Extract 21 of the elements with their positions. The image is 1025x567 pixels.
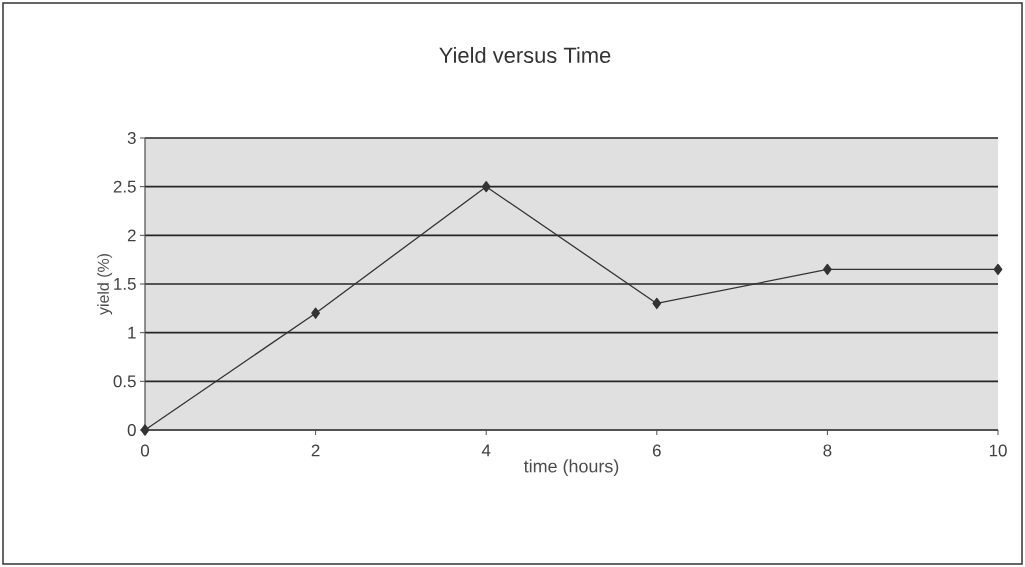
x-tick-label: 4	[481, 444, 491, 457]
x-tick-label: 8	[823, 444, 832, 457]
point	[652, 297, 662, 310]
x-tick-label: 0	[140, 444, 150, 457]
y-axis-title: yield (%)	[97, 254, 113, 315]
x-tick-label: 6	[652, 444, 661, 457]
y-tick-label: 2.5	[113, 180, 136, 193]
point	[481, 181, 491, 193]
x-tick-label: 10	[989, 444, 1007, 457]
y-tick-label: 0	[127, 424, 136, 436]
y-tick-label: 2	[127, 229, 136, 242]
chart-title: Yield versus Time	[439, 46, 611, 64]
point	[140, 424, 150, 436]
x-axis-title: time (hours)	[523, 459, 619, 477]
y-tick-label: 0.5	[113, 375, 136, 388]
point	[311, 307, 320, 319]
y-tick-label: 1	[128, 326, 136, 339]
x-tick-label: 2	[311, 444, 320, 457]
y-tick-label: 1.5	[114, 278, 136, 290]
point	[993, 263, 1003, 276]
y-tick-label: 3	[127, 132, 136, 144]
